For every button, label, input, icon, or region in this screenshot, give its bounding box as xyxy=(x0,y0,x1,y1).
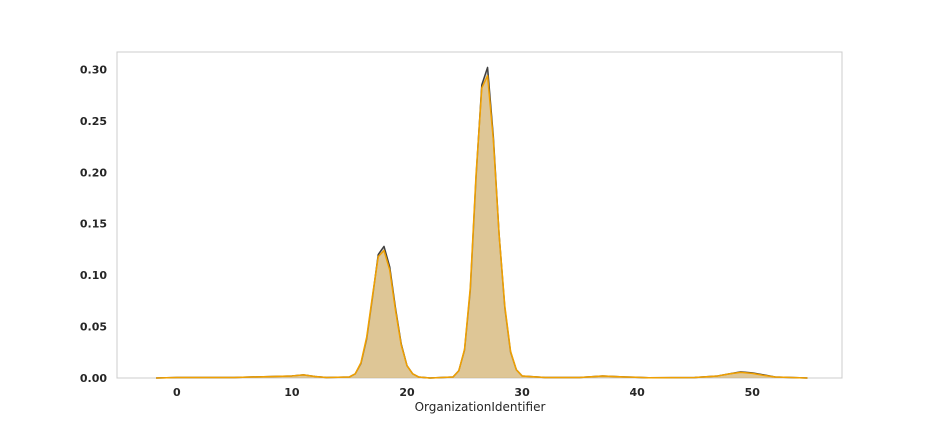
x-tick-label: 10 xyxy=(284,386,300,399)
series-layer xyxy=(156,66,808,379)
y-tick-label: 0.30 xyxy=(80,63,107,76)
x-tick-label: 0 xyxy=(173,386,181,399)
x-tick-label: 50 xyxy=(745,386,761,399)
x-tick-label: 30 xyxy=(514,386,530,399)
series-2-line xyxy=(156,74,808,379)
x-tick-labels: 0 10 20 30 40 50 xyxy=(173,386,760,399)
y-tick-label: 0.20 xyxy=(80,166,107,179)
y-tick-labels: 0.00 0.05 0.10 0.15 0.20 0.25 0.30 xyxy=(80,63,107,385)
x-axis-label: OrganizationIdentifier xyxy=(415,400,546,414)
y-tick-label: 0.10 xyxy=(80,269,107,282)
y-tick-label: 0.00 xyxy=(80,372,107,385)
y-tick-label: 0.15 xyxy=(80,218,107,231)
x-tick-label: 40 xyxy=(630,386,646,399)
x-tick-label: 20 xyxy=(399,386,415,399)
y-tick-label: 0.25 xyxy=(80,115,107,128)
series-2-area xyxy=(156,75,808,379)
y-tick-label: 0.05 xyxy=(80,321,107,334)
